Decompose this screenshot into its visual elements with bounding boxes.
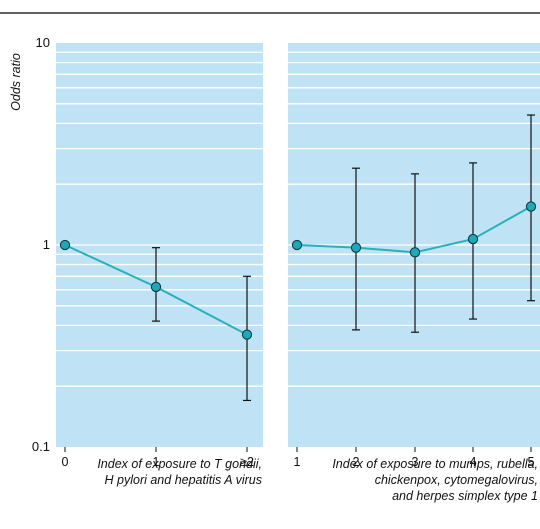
data-point bbox=[150, 281, 162, 293]
right-x-axis-label: Index of exposure to mumps, rubella, chi… bbox=[270, 456, 538, 504]
left-panel: 0 1 ≥2 bbox=[56, 43, 263, 469]
x-axis-label-line: Index of exposure to mumps, rubella, bbox=[332, 457, 538, 471]
data-point bbox=[291, 239, 303, 251]
right-panel: 1 2 3 4 5 bbox=[288, 43, 540, 469]
left-x-axis-label: Index of exposure to T gondii, H pylori … bbox=[52, 456, 262, 488]
x-tick-label: 1 bbox=[294, 455, 301, 469]
data-point bbox=[525, 201, 537, 212]
data-point bbox=[350, 242, 362, 253]
x-tick-label: 0 bbox=[62, 455, 69, 469]
data-point bbox=[409, 247, 421, 258]
y-tick-label: 1 bbox=[43, 237, 50, 252]
x-tick-label: ≥2 bbox=[240, 455, 254, 469]
x-axis-label-line: chickenpox, cytomegalovirus, bbox=[374, 473, 538, 487]
x-axis-label-line: Index of exposure to T gondii, bbox=[97, 457, 262, 471]
data-point bbox=[241, 329, 253, 340]
y-tick-label: 10 bbox=[36, 35, 50, 50]
y-axis: 10 1 0.1 bbox=[32, 35, 50, 454]
y-axis-label: Odds ratio bbox=[9, 53, 23, 111]
y-tick-label: 0.1 bbox=[32, 439, 50, 454]
x-tick-label: 2 bbox=[353, 455, 360, 469]
x-axis-label-line: and herpes simplex type 1 bbox=[392, 489, 538, 503]
data-point bbox=[59, 239, 71, 251]
x-axis-label-line: H pylori and hepatitis A virus bbox=[104, 473, 262, 487]
x-tick-label: 5 bbox=[528, 455, 535, 469]
data-point bbox=[467, 233, 479, 245]
x-tick-label: 3 bbox=[412, 455, 419, 469]
x-tick-label: 4 bbox=[470, 455, 477, 469]
x-tick-label: 1 bbox=[153, 455, 160, 469]
